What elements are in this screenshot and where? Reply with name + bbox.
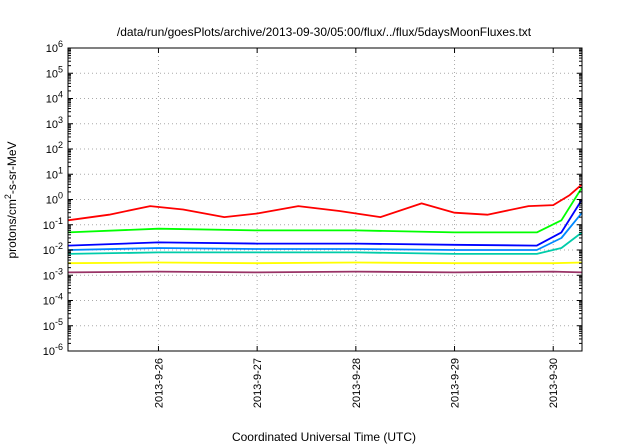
y-tick-label: 10-3 — [43, 266, 63, 282]
y-tick-label: 10-6 — [43, 342, 63, 358]
y-axis-label-suffix: -s-sr-MeV — [5, 141, 19, 194]
y-tick-label: 105 — [46, 64, 63, 80]
y-tick-label: 10-5 — [43, 317, 63, 333]
x-tick-label: 2013-9-27 — [252, 358, 264, 408]
chart-title: /data/run/goesPlots/archive/2013-09-30/0… — [117, 25, 532, 39]
x-axis: 2013-9-26 2013-9-27 2013-9-28 2013-9-29 2013… — [153, 48, 560, 408]
x-tick-label: 2013-9-29 — [450, 358, 462, 408]
series-line-4 — [67, 212, 583, 251]
y-tick-label: 10-2 — [43, 241, 63, 257]
series-layer — [67, 183, 583, 274]
series-line-3 — [67, 199, 583, 247]
grid — [68, 48, 582, 351]
x-tick-label: 2013-9-30 — [548, 358, 560, 408]
y-tick-label: 106 — [46, 39, 63, 55]
y-tick-label: 103 — [46, 115, 63, 131]
x-axis-label: Coordinated Universal Time (UTC) — [232, 430, 416, 444]
y-tick-label: 100 — [46, 191, 63, 207]
y-tick-label: 102 — [46, 140, 63, 156]
series-line-2 — [67, 187, 583, 234]
y-axis: 10-6 10-5 10-4 10-3 10-2 10-1 100 101 102 103 104 1… — [43, 39, 582, 358]
y-axis-label-prefix: protons/cm — [5, 199, 19, 258]
x-tick-label: 2013-9-26 — [153, 358, 165, 408]
series-line-7 — [67, 270, 583, 274]
series-line-6 — [67, 261, 583, 265]
y-tick-label: 101 — [46, 165, 63, 181]
series-line-5 — [67, 231, 583, 255]
y-tick-label: 10-4 — [43, 292, 63, 308]
y-axis-label: protons/cm2-s-sr-MeV — [3, 141, 19, 258]
y-tick-label: 10-1 — [43, 216, 63, 232]
series-line-1 — [67, 183, 583, 222]
y-tick-label: 104 — [46, 90, 63, 106]
y-axis-label-sup: 2 — [3, 194, 13, 199]
x-tick-label: 2013-9-28 — [351, 358, 363, 408]
